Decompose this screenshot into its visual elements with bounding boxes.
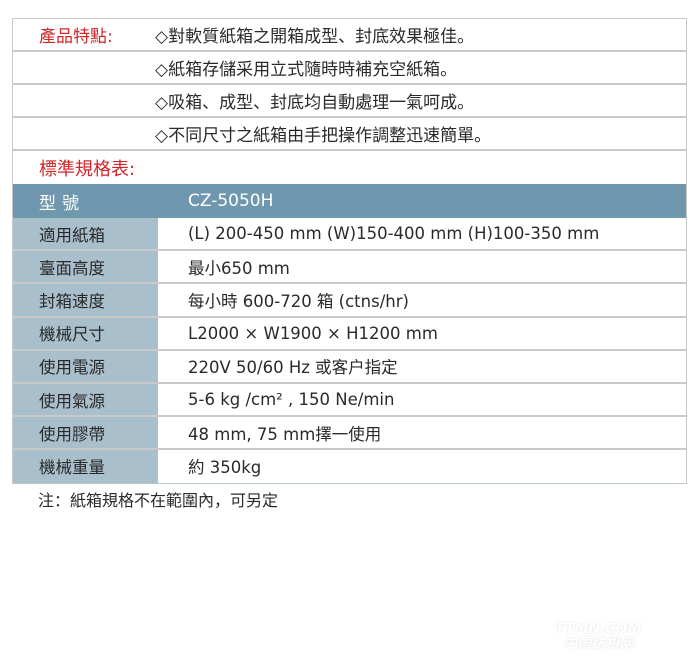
spec-row: 使用膠帶 48 mm, 75 mm擇一使用 xyxy=(13,417,686,451)
footnote: 注：紙箱規格不在範圍內，可另定 xyxy=(38,491,279,510)
spec-sheet: 產品特點: ◇對軟質紙箱之開箱成型、封底效果極佳。 ◇紙箱存儲采用立式隨時時補充空… xyxy=(12,18,687,484)
feature-item: ◇紙箱存儲采用立式隨時時補充空紙箱。 xyxy=(155,60,458,80)
feature-item: ◇不同尺寸之紙箱由手把操作調整迅速簡單。 xyxy=(155,126,492,146)
spec-value: 約 350kg xyxy=(188,458,262,478)
watermark-line2: 中国纺机网 xyxy=(563,636,634,652)
feature-item: ◇吸箱、成型、封底均自動處理一氣呵成。 xyxy=(155,93,475,113)
feature-row: 產品特點: ◇對軟質紙箱之開箱成型、封底效果極佳。 xyxy=(13,19,686,52)
header-key: 型號 xyxy=(39,193,85,214)
spec-value: 48 mm, 75 mm擇一使用 xyxy=(188,424,382,444)
spec-value: 最小650 mm xyxy=(188,258,290,278)
feature-item: ◇對軟質紙箱之開箱成型、封底效果極佳。 xyxy=(155,27,475,47)
spec-header-row: 型號 CZ-5050H xyxy=(13,184,686,218)
spec-title-row: 標準規格表: xyxy=(13,151,686,184)
spec-row: 機械尺寸 L2000 × W1900 × H1200 mm xyxy=(13,317,686,351)
spec-value: 每小時 600-720 箱 (ctns/hr) xyxy=(188,291,409,311)
spec-row: 使用電源 220V 50/60 Hz 或客户指定 xyxy=(13,350,686,384)
feature-row: ◇不同尺寸之紙箱由手把操作調整迅速簡單。 xyxy=(13,118,686,151)
spec-value: 5-6 kg /cm² , 150 Ne/min xyxy=(188,390,395,410)
spec-key: 適用紙箱 xyxy=(13,218,158,250)
features-label: 產品特點: xyxy=(39,27,113,47)
watermark: TTMN.COM 中国纺机网 xyxy=(555,622,642,652)
spec-value: L2000 × W1900 × H1200 mm xyxy=(188,323,438,343)
feature-row: ◇吸箱、成型、封底均自動處理一氣呵成。 xyxy=(13,85,686,118)
spec-key: 使用膠帶 xyxy=(13,417,158,449)
spec-row: 機械重量 約 350kg xyxy=(13,450,686,484)
spec-key: 臺面高度 xyxy=(13,251,158,283)
spec-key: 機械重量 xyxy=(13,450,158,483)
spec-row: 封箱速度 每小時 600-720 箱 (ctns/hr) xyxy=(13,284,686,318)
spec-key: 使用氣源 xyxy=(13,383,158,416)
header-value: CZ-5050H xyxy=(188,191,274,211)
spec-value: 220V 50/60 Hz 或客户指定 xyxy=(188,358,398,378)
spec-row: 適用紙箱 (L) 200-450 mm (W)150-400 mm (H)100-… xyxy=(13,218,686,252)
spec-title: 標準規格表: xyxy=(39,158,136,180)
spec-row: 臺面高度 最小650 mm xyxy=(13,251,686,285)
feature-row: ◇紙箱存儲采用立式隨時時補充空紙箱。 xyxy=(13,52,686,85)
spec-key: 使用電源 xyxy=(13,350,158,382)
spec-row: 使用氣源 5-6 kg /cm² , 150 Ne/min xyxy=(13,383,686,418)
spec-key: 機械尺寸 xyxy=(13,317,158,349)
spec-value: (L) 200-450 mm (W)150-400 mm (H)100-350 … xyxy=(188,224,600,244)
spec-key: 封箱速度 xyxy=(13,284,158,316)
watermark-line1: TTMN.COM xyxy=(555,621,642,637)
